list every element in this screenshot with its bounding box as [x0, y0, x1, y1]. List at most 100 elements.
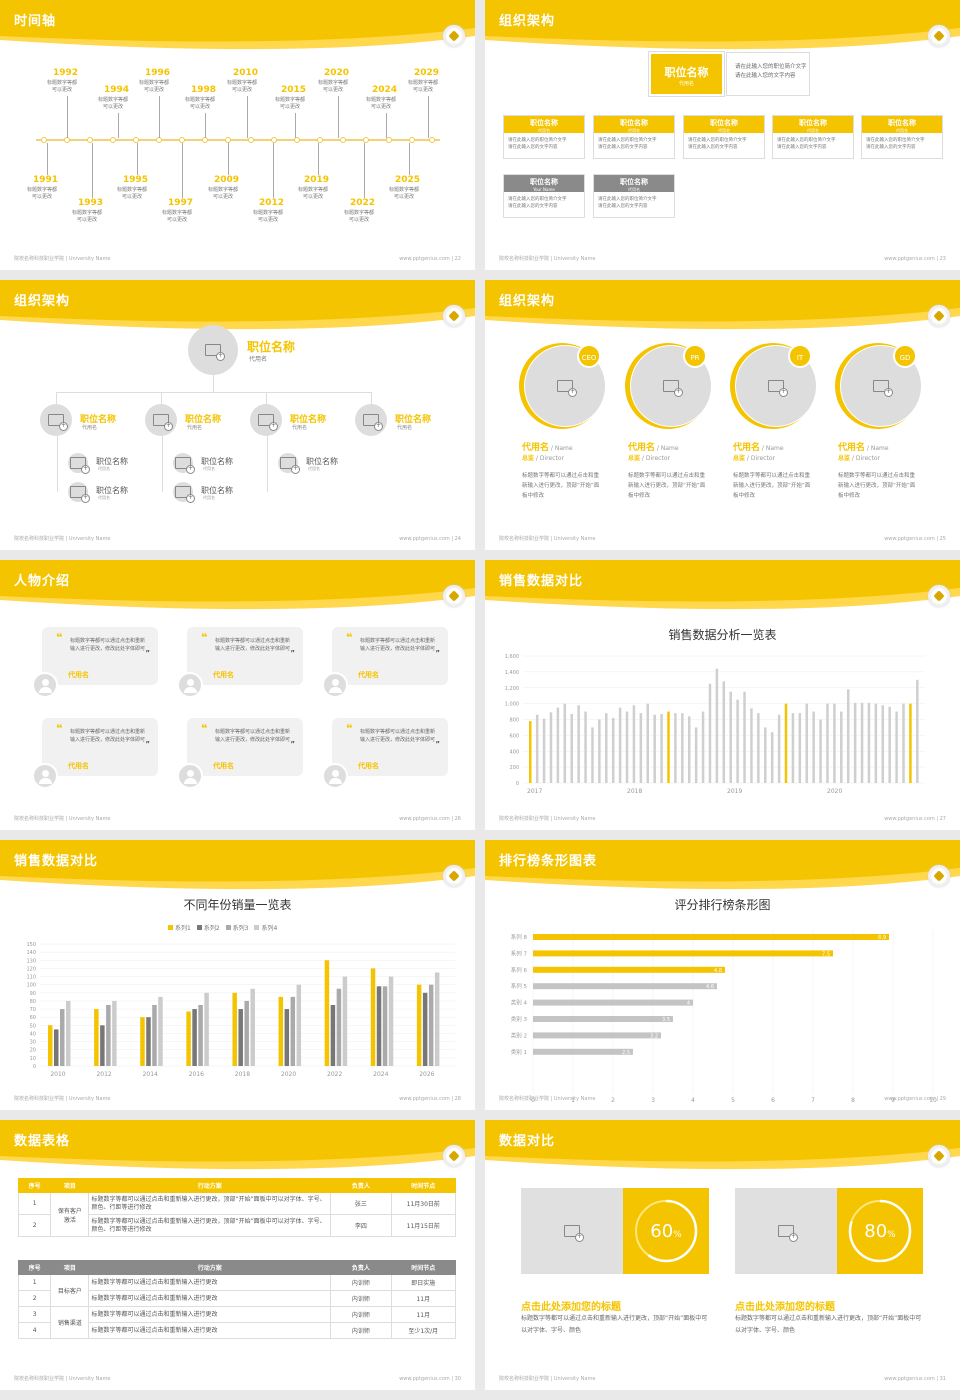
timeline-dot — [87, 137, 93, 143]
quote-open-icon: ❝ — [56, 722, 63, 735]
x-tick-label: 5 — [731, 1097, 735, 1104]
image-icon — [48, 414, 68, 431]
legend-swatch — [168, 925, 173, 930]
bar — [715, 668, 719, 783]
stat-value: 80% — [837, 1221, 923, 1242]
table-cell-deadline: 11月 — [390, 1306, 457, 1323]
card-name: 代用名 / Name — [733, 440, 784, 453]
image-icon — [205, 344, 225, 361]
footer-url: www.pptgenius.com | 31 — [884, 1376, 946, 1382]
table-cell-group: 目标客户 — [50, 1274, 90, 1307]
timeline-year-bottom: 1995 — [123, 175, 149, 185]
caption-text: 标题数字等都可以通过点击和重新输入进行更改，顶部“开始”面板中可以对字体、字号、… — [735, 1315, 922, 1334]
org-box-name: 职位名称 — [530, 119, 558, 127]
quote-close-icon: ” — [290, 740, 295, 748]
low-avatar-placeholder — [68, 453, 90, 474]
chart-title: 销售数据分析一览表 — [668, 628, 777, 642]
footer-school-name: 院校名称科技职业学院 | University Name — [499, 816, 596, 822]
x-tick-label: 2020 — [827, 788, 842, 795]
stat-panel — [837, 1188, 923, 1274]
x-tick-label: 2026 — [419, 1071, 434, 1078]
table-cell-index: 1 — [17, 1274, 52, 1291]
title-banner — [485, 840, 960, 890]
mid-avatar-placeholder — [250, 404, 282, 436]
card-name: 代用名 / Name — [628, 440, 679, 453]
timeline-connector — [409, 143, 410, 175]
quote-card: ❝ 标题数字等都可以通过点击和重新输入进行更改，修改此处字体即可” 代用名 — [332, 718, 448, 776]
org-box: 职位名称 代用名 请在此输入您的职位简介文字 请在此输入您的文字内容 — [772, 115, 854, 159]
data-label: 4.8 — [714, 968, 722, 974]
org-box-sub: 代用名 — [628, 128, 640, 133]
timeline-dot — [271, 137, 277, 143]
quote-name: 代用名 — [68, 762, 89, 770]
quote-card: ❝ 标题数字等都可以通过点击和重新输入进行更改，修改此处字体即可” 代用名 — [42, 627, 158, 685]
org-line — [213, 375, 214, 392]
image-icon — [258, 414, 278, 431]
footer-school-name: 院校名称科技职业学院 | University Name — [14, 1376, 111, 1382]
table-header-cell: 行动方案 — [88, 1178, 332, 1193]
bar — [605, 713, 608, 783]
table-cell-group: 保有客户 激活 — [50, 1192, 90, 1237]
person-head — [187, 679, 194, 686]
stat-number: 80 — [864, 1221, 888, 1242]
org-box-name: 职位名称 — [530, 178, 558, 186]
bar — [533, 999, 693, 1006]
org-mid-sub: 代用名 — [397, 425, 413, 431]
timeline-connector — [318, 143, 319, 175]
footer-school-name: 院校名称科技职业学院 | University Name — [499, 1096, 596, 1102]
image-icon — [70, 486, 90, 503]
footer-url: www.pptgenius.com | 30 — [399, 1376, 461, 1382]
quote-card: ❝ 标题数字等都可以通过点击和重新输入进行更改，修改此处字体即可” 代用名 — [187, 718, 303, 776]
bar — [694, 727, 698, 783]
data-label: 3.5 — [662, 1017, 670, 1023]
footer-url: www.pptgenius.com | 27 — [884, 816, 946, 822]
table-cell-index: 4 — [17, 1322, 52, 1339]
table-cell-index: 3 — [17, 1306, 52, 1323]
school-logo-icon — [443, 865, 465, 887]
person-body — [39, 687, 52, 693]
y-tick-label: 10 — [30, 1056, 36, 1062]
y-tick-label: 0 — [516, 781, 519, 787]
org-low-sub: 代用名 — [98, 466, 110, 471]
quote-close-icon: ” — [435, 740, 440, 748]
image-placeholder — [735, 1188, 837, 1274]
bar — [819, 719, 822, 783]
data-label: 8.9 — [878, 935, 886, 941]
timeline-year-top: 2024 — [372, 85, 398, 95]
stat-unit: % — [887, 1230, 896, 1240]
quote-open-icon: ❝ — [346, 631, 353, 644]
x-tick-label: 1 — [571, 1097, 575, 1104]
y-tick-label: 1,000 — [505, 702, 519, 708]
org-line — [161, 392, 162, 404]
bar — [112, 1000, 117, 1066]
timeline-connector — [428, 96, 429, 138]
org-box-desc: 请在此输入您的职位简介文字 请在此输入您的文字内容 — [508, 138, 567, 150]
table-header-cell: 序号 — [17, 1260, 52, 1275]
org-mid-name: 职位名称 — [290, 415, 327, 425]
title-banner — [0, 1120, 475, 1170]
y-tick-label: 类别 1 — [511, 1048, 527, 1056]
slide-title: 人物介绍 — [14, 574, 71, 589]
y-tick-label: 1,200 — [505, 686, 519, 692]
low-avatar-placeholder — [173, 453, 195, 474]
org-low-sub: 代用名 — [203, 495, 215, 500]
bar — [146, 1017, 151, 1066]
card-name-en: / Name — [655, 445, 679, 452]
bar — [434, 972, 440, 1066]
org-box-name: 职位名称 — [620, 119, 648, 127]
quote-name: 代用名 — [358, 671, 379, 679]
y-tick-label: 40 — [30, 1031, 36, 1037]
org-top-name: 职位名称 — [664, 66, 709, 79]
org-box-header: 职位名称 代用名 — [773, 116, 853, 133]
card-tag-badge: IT — [788, 344, 812, 368]
x-tick-label: 2017 — [527, 788, 542, 795]
card-name: 代用名 / Name — [838, 440, 889, 453]
timeline-text-top: 标题数字等都 可以更改 — [227, 80, 258, 93]
timeline-axis — [36, 139, 440, 141]
card-desc: 标题数字等都可以通过点击和重新输入进行更改，顶部“开始”面板中修改 — [733, 473, 811, 499]
org-box-sub: 代用名 — [896, 128, 908, 133]
card-desc: 标题数字等都可以通过点击和重新输入进行更改，顶部“开始”面板中修改 — [628, 473, 706, 499]
school-logo-icon — [443, 25, 465, 47]
table-cell-deadline: 11月 — [390, 1290, 457, 1307]
timeline-text-top: 标题数字等都 可以更改 — [185, 97, 216, 110]
